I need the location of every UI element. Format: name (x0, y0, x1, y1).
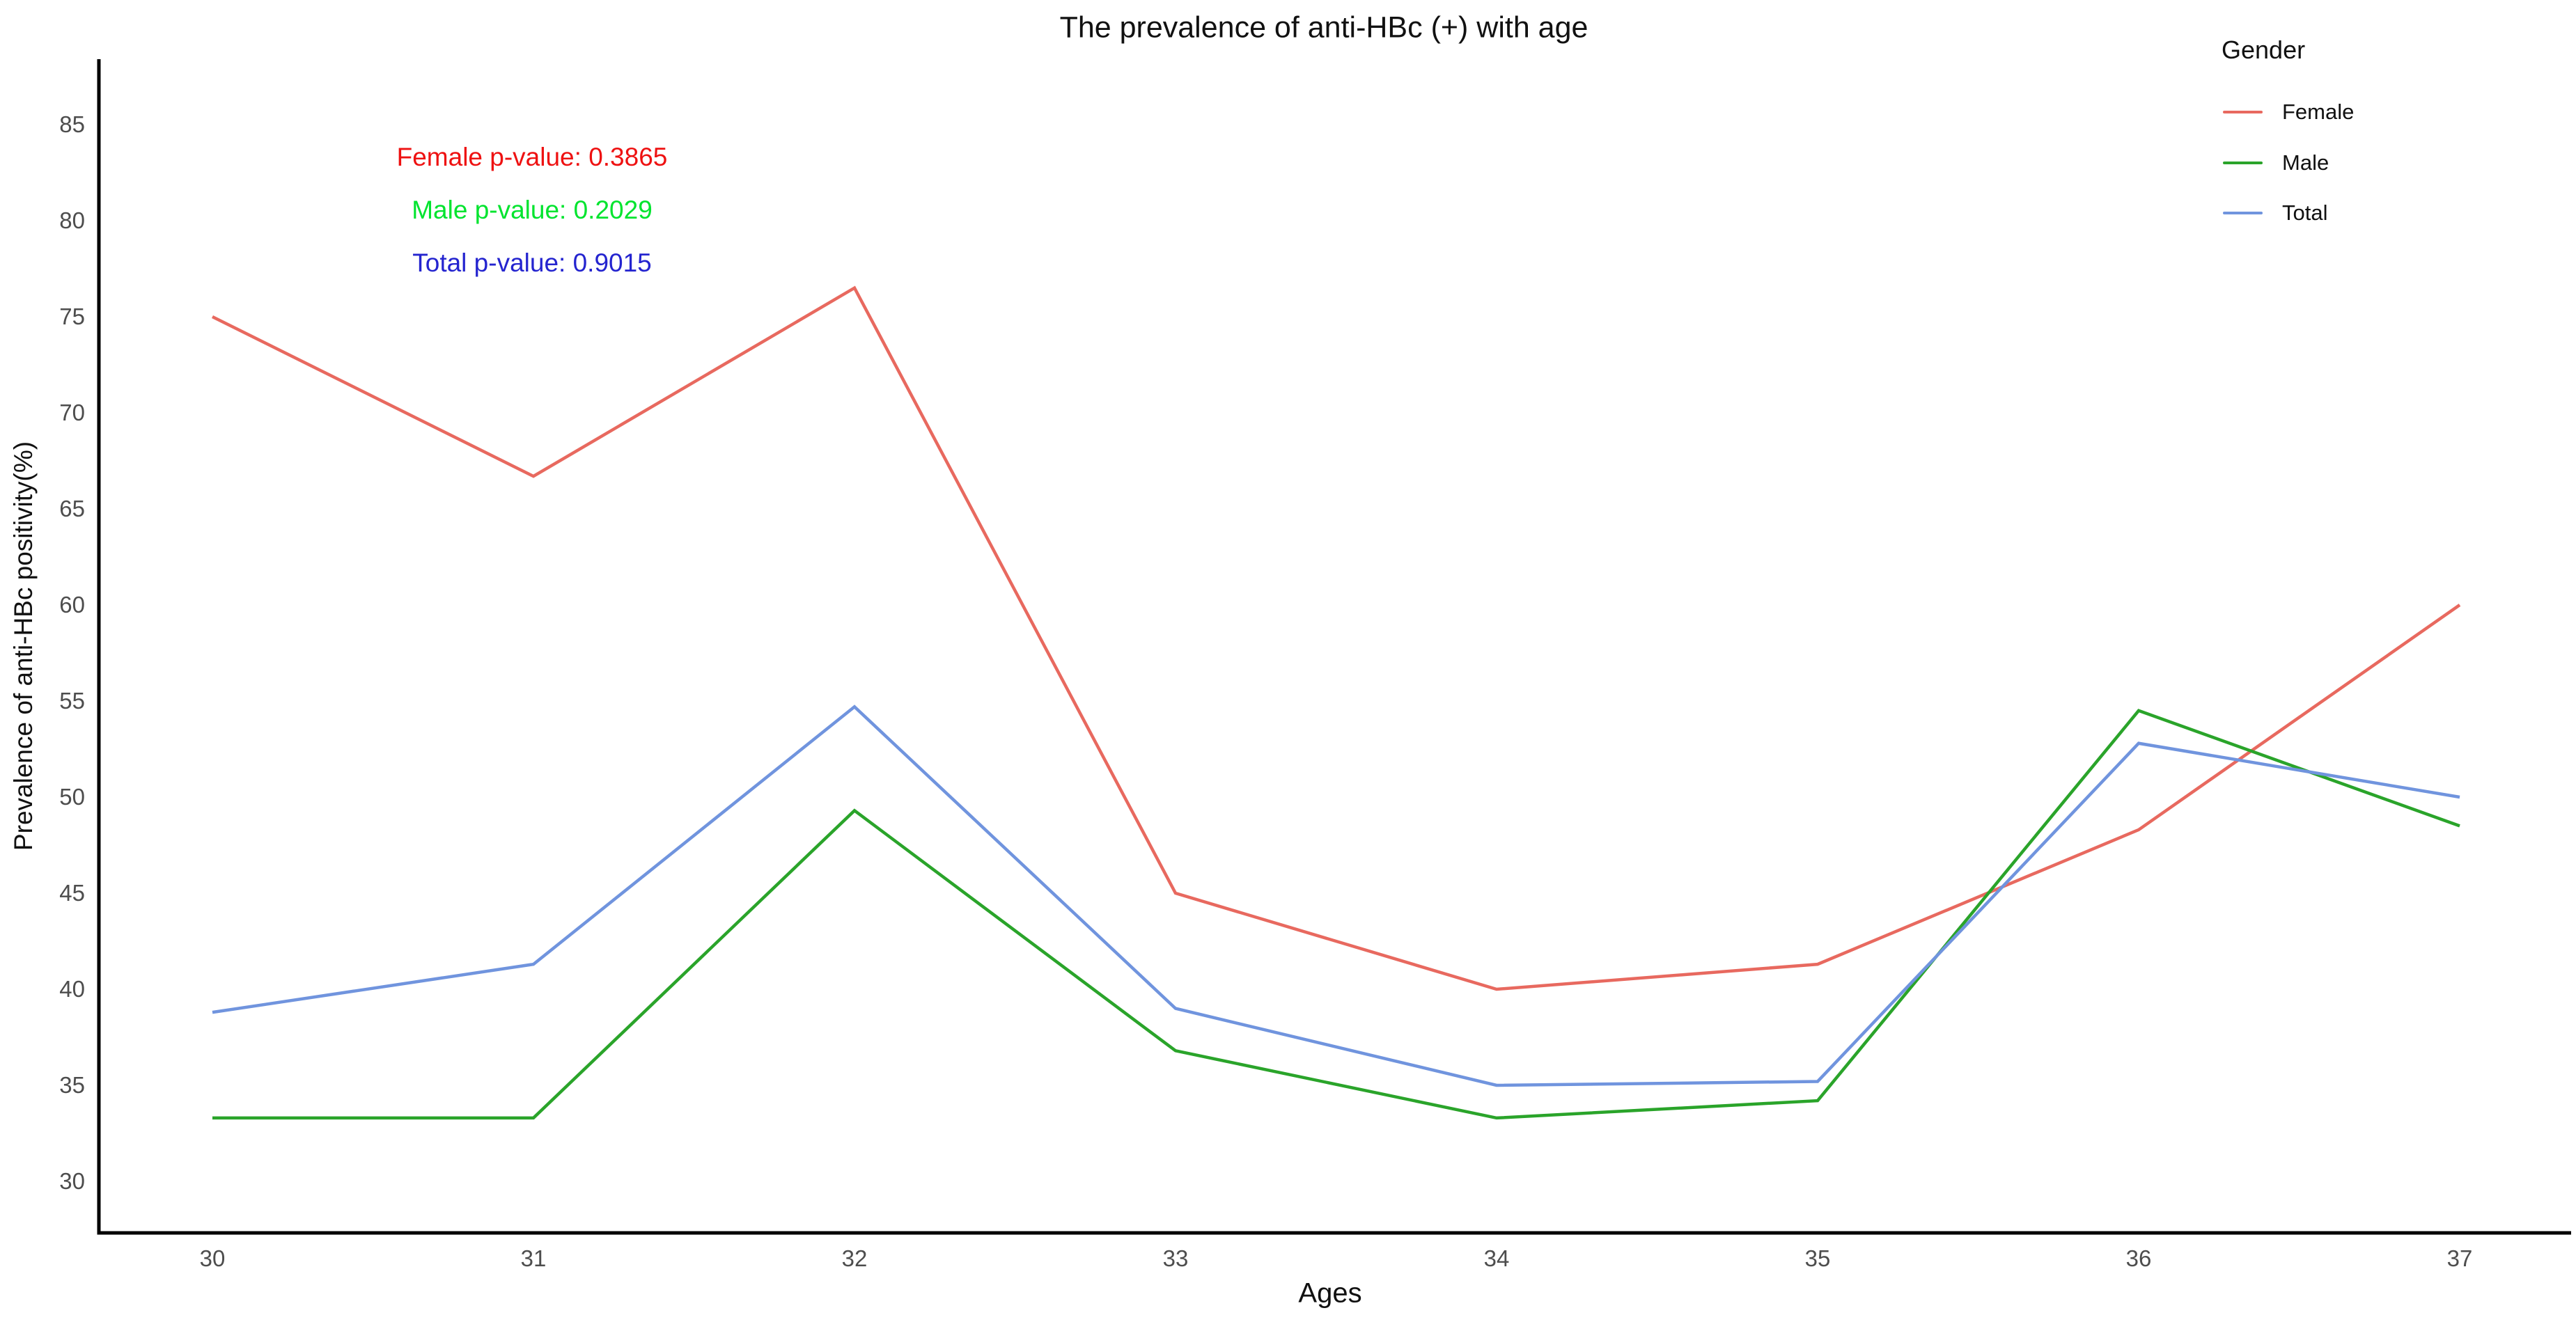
male-p-value-annotation: Male p-value: 0.2029 (412, 196, 653, 224)
y-tick-label: 55 (59, 688, 85, 714)
series-line-total (212, 705, 2460, 1087)
y-tick-label: 40 (59, 976, 85, 1002)
series-line-female (211, 285, 2461, 991)
x-tick-label: 32 (841, 1245, 868, 1271)
y-tick-label: 65 (59, 496, 85, 521)
y-tick-label: 60 (59, 592, 85, 617)
y-tick-label: 50 (59, 784, 85, 810)
x-tick-label: 37 (2446, 1245, 2473, 1271)
y-axis-title: Prevalence of anti-HBc positivity(%) (9, 441, 38, 851)
x-axis-title: Ages (1298, 1277, 1362, 1309)
x-tick-label: 35 (1804, 1245, 1831, 1271)
x-tick-label: 31 (520, 1245, 547, 1271)
x-tick-label: 33 (1162, 1245, 1189, 1271)
x-tick-label: 36 (2125, 1245, 2152, 1271)
series-line-male (212, 709, 2460, 1120)
x-tick-label: 30 (199, 1245, 226, 1271)
total-p-value-annotation: Total p-value: 0.9015 (412, 249, 652, 277)
y-tick-label: 80 (59, 207, 85, 233)
y-tick-label: 45 (59, 880, 85, 906)
y-tick-label: 85 (59, 111, 85, 137)
chart-title: The prevalence of anti-HBc (+) with age (1059, 10, 1588, 45)
x-tick-label: 34 (1483, 1245, 1510, 1271)
y-tick-label: 35 (59, 1072, 85, 1098)
female-p-value-annotation: Female p-value: 0.3865 (396, 143, 668, 171)
y-tick-label: 70 (59, 400, 85, 425)
y-tick-label: 30 (59, 1168, 85, 1194)
y-tick-label: 75 (59, 304, 85, 329)
